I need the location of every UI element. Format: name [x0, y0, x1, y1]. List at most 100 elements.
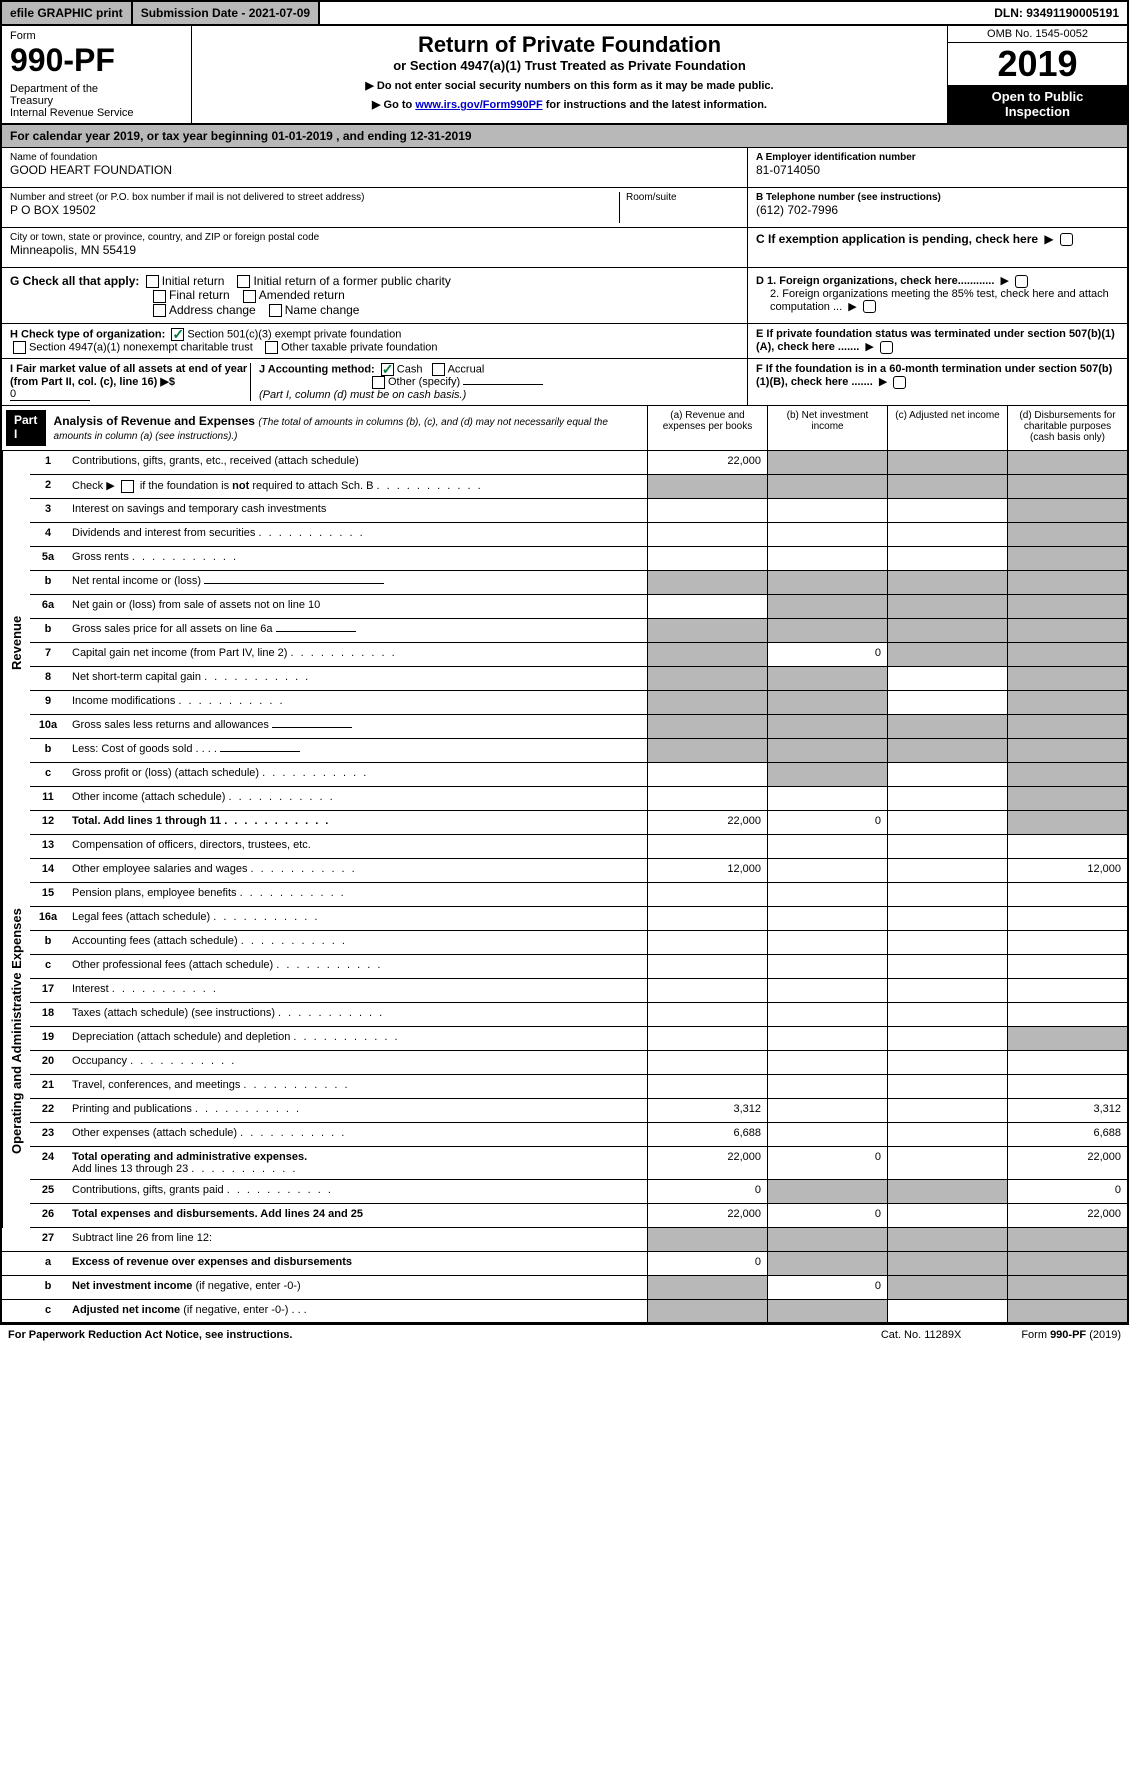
line-26-b: 0 [767, 1204, 887, 1227]
col-b-header: (b) Net investment income [767, 406, 887, 450]
part1-header-row: Part I Analysis of Revenue and Expenses … [0, 406, 1129, 451]
line-20: Occupancy [66, 1051, 647, 1074]
revenue-side-label: Revenue [2, 451, 30, 835]
line-15: Pension plans, employee benefits [66, 883, 647, 906]
part1-title: Analysis of Revenue and Expenses [54, 414, 255, 428]
cash-label: Cash [397, 363, 423, 375]
line-10a: Gross sales less returns and allowances [66, 715, 647, 738]
footer: For Paperwork Reduction Act Notice, see … [0, 1324, 1129, 1345]
other-taxable-cb[interactable] [265, 341, 278, 354]
line-14: Other employee salaries and wages [66, 859, 647, 882]
line-26-a: 22,000 [647, 1204, 767, 1227]
name-label: Name of foundation [10, 152, 739, 163]
instr-1: ▶ Do not enter social security numbers o… [198, 79, 941, 92]
form-number: 990-PF [10, 42, 183, 79]
line-26: Total expenses and disbursements. Add li… [66, 1204, 647, 1227]
line-13: Compensation of officers, directors, tru… [66, 835, 647, 858]
line-16b: Accounting fees (attach schedule) [66, 931, 647, 954]
section-h: H Check type of organization: Section 50… [0, 324, 1129, 359]
other-taxable-label: Other taxable private foundation [281, 341, 438, 353]
line-2: Check ▶ if the foundation is not require… [66, 475, 647, 498]
line-23: Other expenses (attach schedule) [66, 1123, 647, 1146]
line-4: Dividends and interest from securities [66, 523, 647, 546]
line-10b: Less: Cost of goods sold . . . . [66, 739, 647, 762]
line-6a: Net gain or (loss) from sale of assets n… [66, 595, 647, 618]
foundation-name: GOOD HEART FOUNDATION [10, 163, 739, 177]
sec501-cb[interactable] [171, 328, 184, 341]
line-16a: Legal fees (attach schedule) [66, 907, 647, 930]
final-return-label: Final return [169, 288, 230, 302]
form-no-footer: Form 990-PF (2019) [1021, 1329, 1121, 1341]
c-checkbox[interactable] [1060, 233, 1073, 246]
addr-change-cb[interactable] [153, 304, 166, 317]
d1-cb[interactable] [1015, 275, 1028, 288]
line-24: Total operating and administrative expen… [66, 1147, 647, 1179]
sec4947-cb[interactable] [13, 341, 26, 354]
line-12-b: 0 [767, 811, 887, 834]
final-return-cb[interactable] [153, 290, 166, 303]
phone-label: B Telephone number (see instructions) [756, 192, 1119, 203]
cash-cb[interactable] [381, 363, 394, 376]
other-specify-cb[interactable] [372, 376, 385, 389]
line-17: Interest [66, 979, 647, 1002]
phone-value: (612) 702-7996 [756, 203, 1119, 217]
line-27: Subtract line 26 from line 12: [66, 1228, 647, 1251]
line-26-d: 22,000 [1007, 1204, 1127, 1227]
j-label: J Accounting method: [259, 363, 375, 375]
initial-return-label: Initial return [162, 274, 225, 288]
d2-cb[interactable] [863, 300, 876, 313]
line-7-b: 0 [767, 643, 887, 666]
accrual-cb[interactable] [432, 363, 445, 376]
efile-print-btn[interactable]: efile GRAPHIC print [2, 2, 133, 24]
line-25-a: 0 [647, 1180, 767, 1203]
foundation-addr: P O BOX 19502 [10, 203, 619, 217]
foundation-info: Name of foundation GOOD HEART FOUNDATION… [0, 148, 1129, 268]
e-cb[interactable] [880, 341, 893, 354]
line-27a-a: 0 [647, 1252, 767, 1275]
name-change-cb[interactable] [269, 304, 282, 317]
amended-cb[interactable] [243, 290, 256, 303]
f-cb[interactable] [893, 376, 906, 389]
top-bar: efile GRAPHIC print Submission Date - 20… [0, 0, 1129, 26]
line-6b: Gross sales price for all assets on line… [66, 619, 647, 642]
initial-return-cb[interactable] [146, 275, 159, 288]
line-14-a: 12,000 [647, 859, 767, 882]
omb-number: OMB No. 1545-0052 [948, 26, 1127, 43]
line-3: Interest on savings and temporary cash i… [66, 499, 647, 522]
line-22-d: 3,312 [1007, 1099, 1127, 1122]
city-label: City or town, state or province, country… [10, 232, 739, 243]
line-22-a: 3,312 [647, 1099, 767, 1122]
initial-former-label: Initial return of a former public charit… [253, 274, 450, 288]
line-24-b: 0 [767, 1147, 887, 1179]
revenue-table: Revenue 1Contributions, gifts, grants, e… [0, 451, 1129, 1324]
i-value: 0 [10, 388, 90, 401]
col-c-header: (c) Adjusted net income [887, 406, 1007, 450]
submission-date: Submission Date - 2021-07-09 [133, 2, 320, 24]
line-1-a: 22,000 [647, 451, 767, 474]
dept-treasury: Department of theTreasuryInternal Revenu… [10, 83, 183, 119]
e-label: E If private foundation status was termi… [756, 328, 1115, 353]
line-22: Printing and publications [66, 1099, 647, 1122]
ein-value: 81-0714050 [756, 163, 1119, 177]
room-label: Room/suite [626, 192, 739, 203]
line-24-a: 22,000 [647, 1147, 767, 1179]
line-25: Contributions, gifts, grants paid [66, 1180, 647, 1203]
line-12-a: 22,000 [647, 811, 767, 834]
open-public: Open to PublicInspection [948, 85, 1127, 123]
ein-label: A Employer identification number [756, 152, 1119, 163]
line-16c: Other professional fees (attach schedule… [66, 955, 647, 978]
expenses-side-label: Operating and Administrative Expenses [2, 835, 30, 1228]
line-19: Depreciation (attach schedule) and deple… [66, 1027, 647, 1050]
line-27b: Net investment income (if negative, ente… [66, 1276, 647, 1299]
c-label: C If exemption application is pending, c… [756, 232, 1038, 246]
foundation-city: Minneapolis, MN 55419 [10, 243, 739, 257]
part1-label: Part I [6, 410, 46, 446]
irs-link[interactable]: www.irs.gov/Form990PF [415, 99, 542, 111]
initial-former-cb[interactable] [237, 275, 250, 288]
h-label: H Check type of organization: [10, 328, 165, 340]
line2-cb[interactable] [121, 480, 134, 493]
form-title: Return of Private Foundation [198, 32, 941, 58]
form-header: Form 990-PF Department of theTreasuryInt… [0, 26, 1129, 125]
line-27b-b: 0 [767, 1276, 887, 1299]
line-1: Contributions, gifts, grants, etc., rece… [66, 451, 647, 474]
